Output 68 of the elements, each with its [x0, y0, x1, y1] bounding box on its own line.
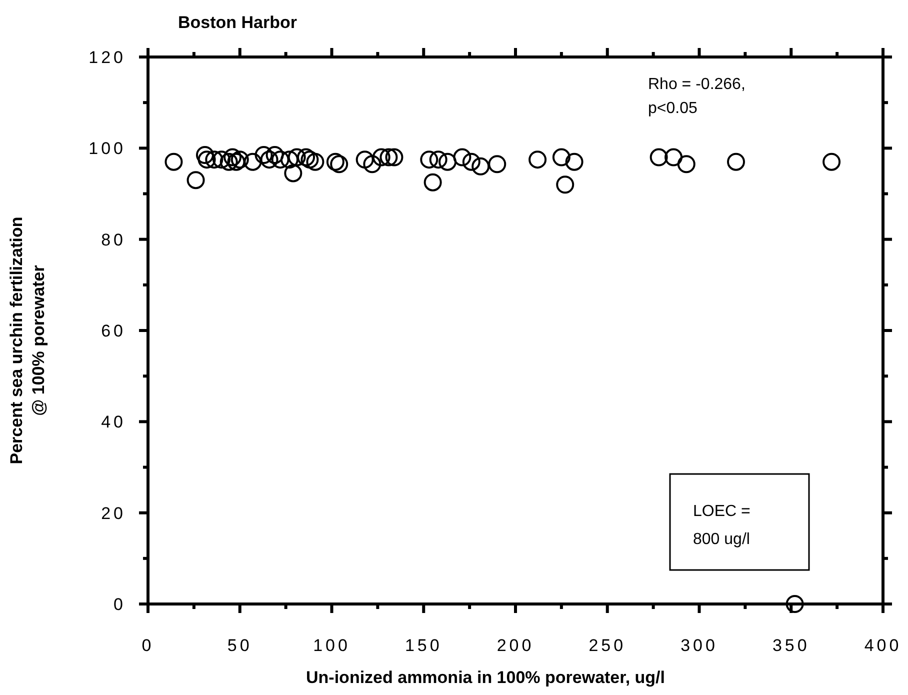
point: [284, 164, 302, 182]
note-box: LOEC = 800 ug/l: [669, 473, 810, 571]
point: [227, 152, 246, 171]
point: [280, 150, 298, 169]
point: [420, 150, 438, 169]
point: [822, 152, 841, 171]
point: [727, 152, 745, 171]
y-tick-label: 20: [101, 504, 126, 523]
point: [356, 150, 374, 169]
point: [385, 148, 404, 166]
y-axis-title: Percent sea urchin fertilization @ 100% porewater: [7, 216, 48, 464]
x-tick-label: 0: [142, 636, 154, 655]
chart-title: Boston Harbor: [178, 13, 298, 32]
point: [196, 146, 214, 164]
y-tick-label: 40: [101, 412, 126, 432]
point: [164, 152, 183, 171]
point: [266, 146, 284, 164]
point: [650, 148, 668, 166]
point: [429, 150, 448, 169]
point: [186, 171, 205, 190]
point: [552, 148, 570, 166]
x-tick-label: 200: [496, 636, 534, 655]
point: [677, 155, 696, 174]
point: [297, 148, 316, 166]
annotation: LOEC = 800 ug/l: [693, 503, 750, 548]
x-tick-label: 150: [404, 636, 442, 655]
x-tick-label: 400: [864, 636, 902, 655]
point: [330, 155, 348, 174]
point: [372, 148, 390, 166]
point: [288, 148, 306, 166]
annotation: Rho = -0.266, p<0.05: [648, 76, 746, 117]
point: [556, 176, 574, 194]
x-axis-title: Un-ionized ammonia in 100% porewater, ug/l: [306, 668, 665, 687]
y-tick-label: 80: [101, 230, 126, 250]
point: [260, 150, 278, 169]
point: [462, 152, 480, 171]
point: [244, 152, 262, 171]
point: [363, 155, 382, 174]
x-tick-label: 50: [227, 636, 252, 655]
point: [424, 173, 442, 192]
point: [254, 146, 273, 164]
point: [220, 152, 238, 171]
point: [472, 157, 490, 176]
point: [271, 150, 290, 169]
x-tick-label: 100: [313, 636, 350, 655]
y-tick-label: 100: [88, 139, 126, 158]
point: [786, 595, 804, 613]
point: [224, 148, 242, 166]
y-tick-label: 0: [114, 595, 126, 614]
y-tick-label: 60: [101, 322, 126, 340]
y-tick-label: 120: [88, 48, 126, 67]
point: [664, 148, 683, 166]
point: [528, 150, 547, 169]
point: [326, 152, 344, 171]
point: [453, 148, 472, 166]
point: [198, 150, 216, 169]
x-tick-label: 250: [588, 636, 626, 655]
x-tick-label: 300: [680, 636, 718, 655]
point: [212, 150, 230, 169]
point: [488, 155, 506, 174]
x-tick-label: 350: [772, 636, 810, 655]
point: [205, 150, 224, 169]
point: [565, 152, 584, 171]
point: [300, 150, 319, 169]
point: [306, 152, 324, 171]
point: [438, 152, 457, 171]
point: [380, 148, 398, 166]
point: [230, 150, 249, 169]
